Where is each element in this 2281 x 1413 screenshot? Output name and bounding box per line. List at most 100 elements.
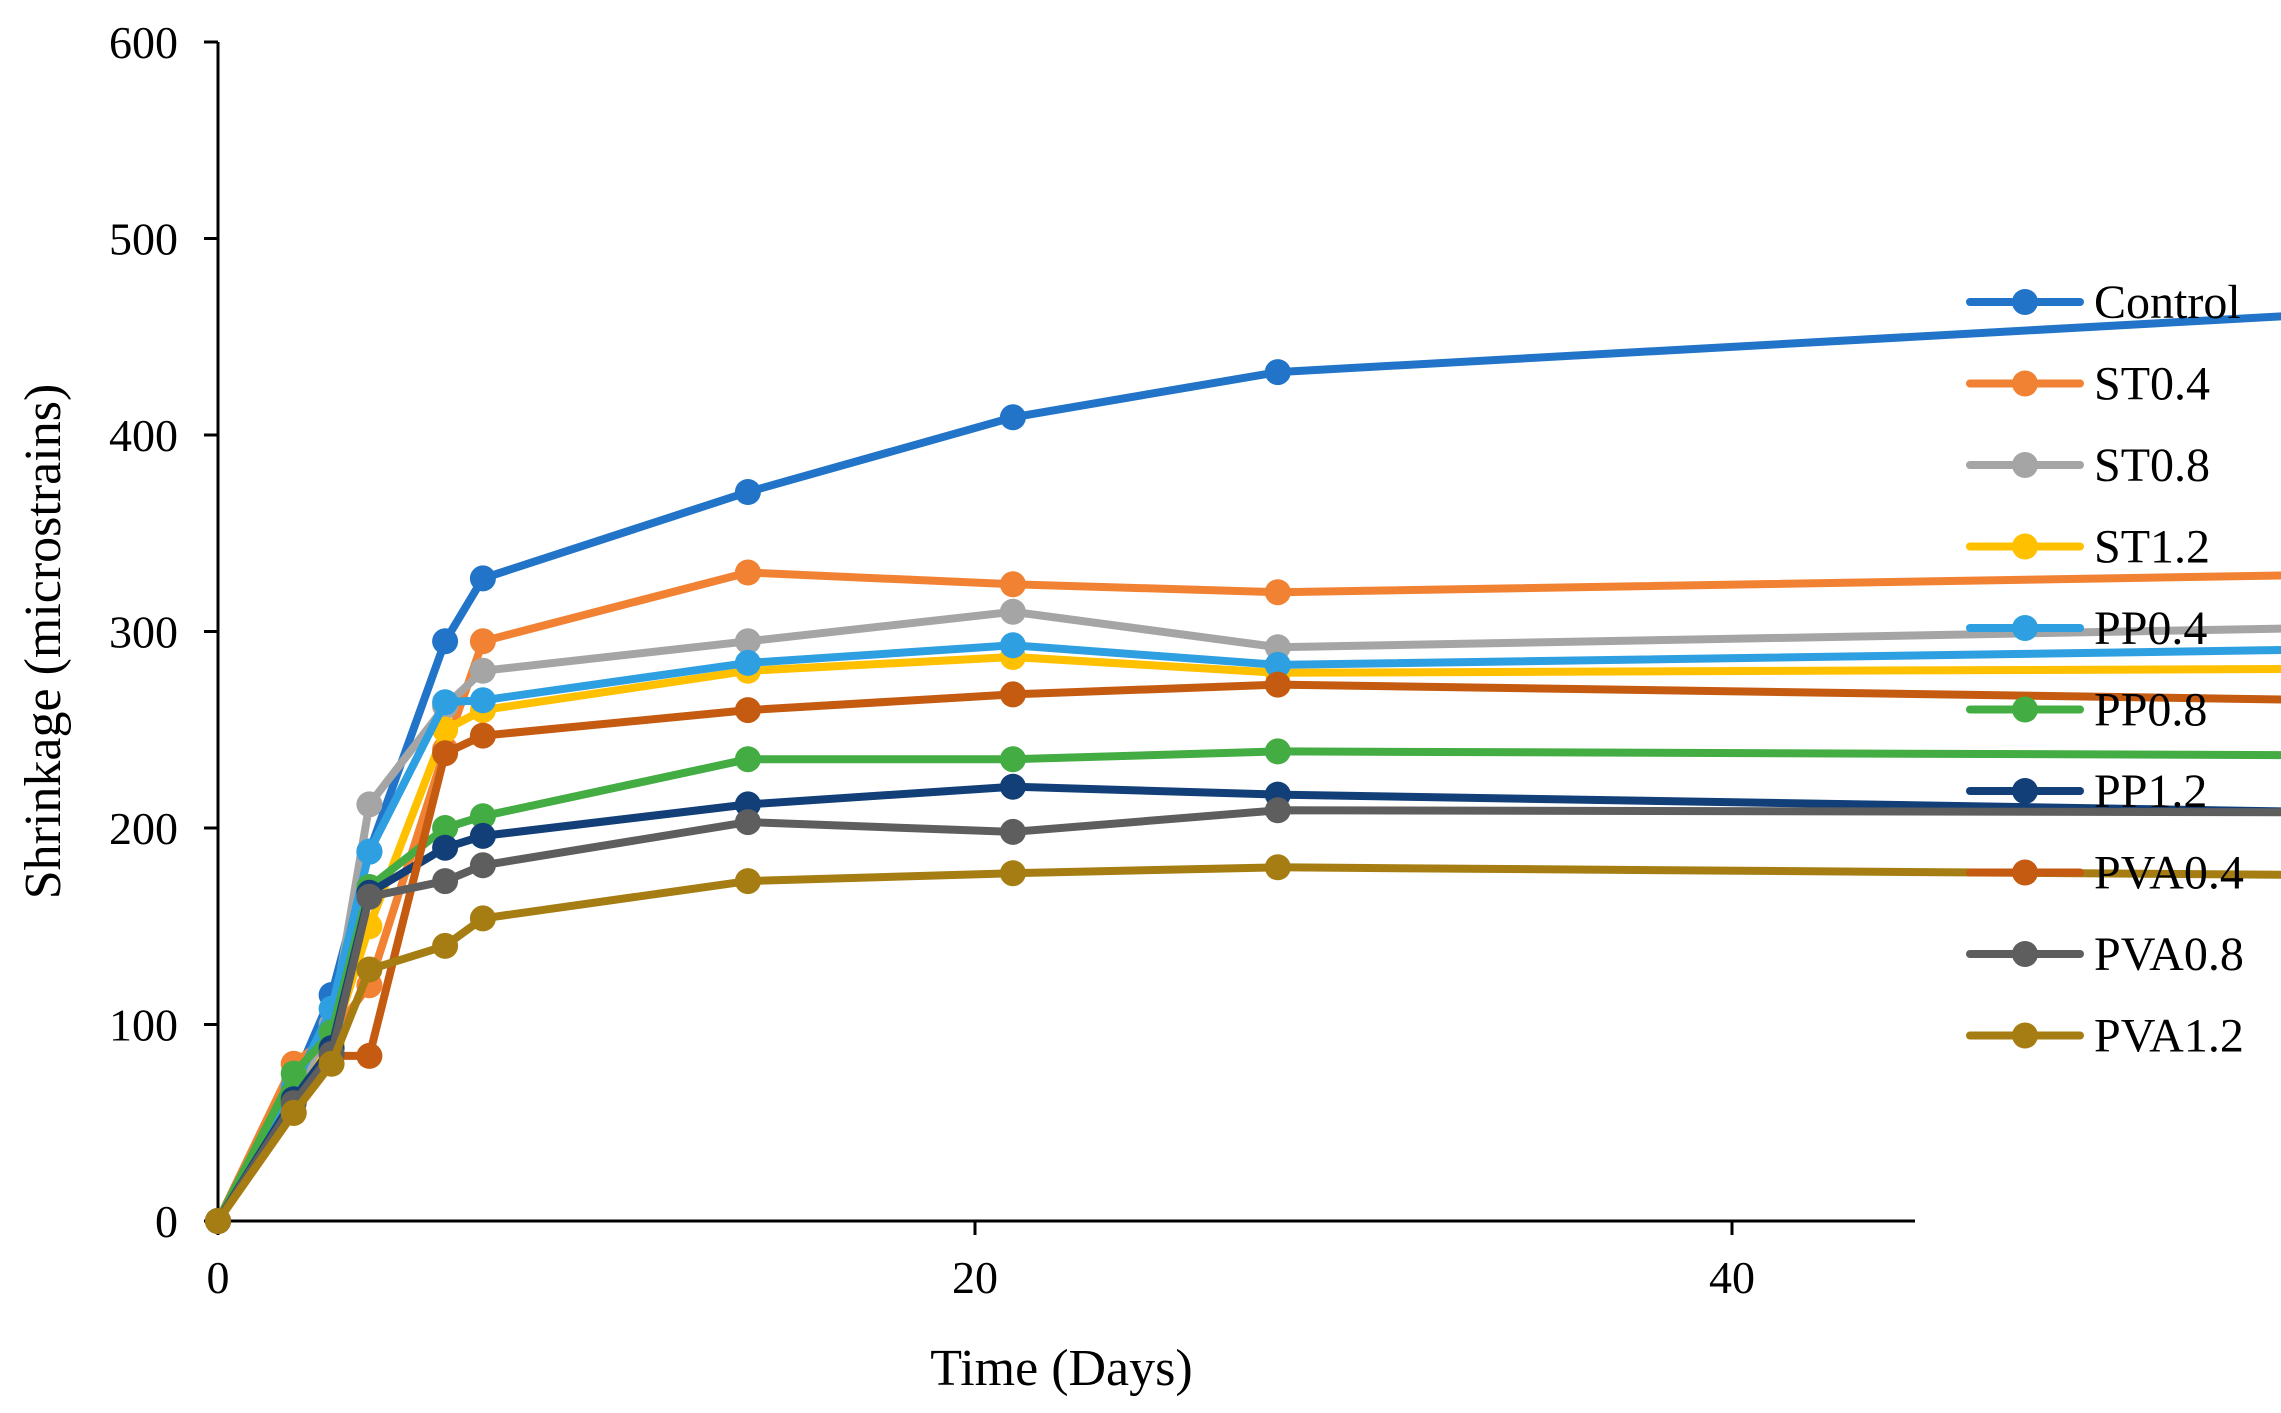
legend-marker	[2012, 370, 2038, 397]
series-line-ST1.2	[214, 653, 2281, 1225]
y-axis-title: Shrinkage (microstrains)	[15, 384, 72, 900]
data-point-PP1.2	[469, 822, 496, 849]
data-point-PVA0.8	[432, 868, 459, 895]
y-tick-label: 400	[109, 410, 178, 461]
x-tick-label: 40	[1709, 1252, 1755, 1303]
x-axis-title: Time (Days)	[930, 1340, 1192, 1397]
legend-marker	[2012, 289, 2038, 315]
data-point-PP0.4	[469, 687, 496, 714]
data-point-ST0.4	[734, 559, 761, 586]
legend-label: ST0.4	[2094, 358, 2210, 411]
legend-item-PP0.8: PP0.8	[1966, 684, 2207, 737]
data-point-PVA1.2	[734, 868, 761, 895]
legend-marker	[2012, 778, 2038, 804]
legend-item-PP0.4: PP0.4	[1966, 602, 2207, 655]
legend-marker	[2012, 859, 2038, 886]
y-tick-label: 500	[109, 214, 178, 265]
data-point-PP0.8	[280, 1060, 307, 1087]
data-point-PP0.4	[1264, 651, 1291, 678]
data-point-PVA1.2	[280, 1099, 307, 1126]
series-line-PP0.4	[214, 641, 2281, 1225]
legend-marker	[2012, 1022, 2038, 1049]
legend-label: PVA0.8	[2094, 928, 2244, 981]
series-PP0.4	[205, 632, 2281, 1234]
legend-item-ST0.4: ST0.4	[1966, 358, 2210, 411]
data-point-PVA0.4	[469, 722, 496, 749]
legend-item-PVA1.2: PVA1.2	[1966, 1010, 2244, 1063]
data-point-PP0.4	[432, 689, 459, 716]
legend-item-Control: Control	[1966, 276, 2241, 329]
data-point-PP0.8	[999, 746, 1026, 773]
data-point-Control	[469, 565, 496, 592]
data-point-PP0.8	[469, 803, 496, 830]
data-point-PP0.4	[999, 632, 1026, 659]
data-point-PVA0.8	[734, 809, 761, 836]
data-point-PP0.8	[1264, 738, 1291, 765]
data-point-ST0.4	[469, 628, 496, 655]
data-point-PP1.2	[999, 773, 1026, 800]
data-point-ST0.8	[999, 598, 1026, 625]
x-tick-label: 20	[952, 1252, 998, 1303]
data-point-ST0.4	[1264, 579, 1291, 606]
data-point-PVA0.8	[999, 818, 1026, 845]
data-point-PVA1.2	[205, 1208, 231, 1234]
series-PVA1.2	[205, 854, 2281, 1234]
legend-marker	[2012, 696, 2038, 723]
y-tick-label: 300	[109, 607, 178, 658]
axes: 0100200300400500600020406080Time (Days)S…	[15, 17, 1915, 1397]
data-point-PP0.4	[734, 649, 761, 676]
data-point-PVA1.2	[469, 905, 496, 932]
legend-label: PVA1.2	[2094, 1010, 2244, 1063]
legend: Control ST0.4 ST0.8 ST1.2 PP0.4 PP0.8 PP1.2 PVA…	[1966, 276, 2244, 1063]
y-tick-label: 100	[109, 1000, 178, 1051]
data-point-PVA0.4	[1264, 671, 1291, 698]
y-tick-label: 600	[109, 17, 178, 68]
legend-marker	[2012, 533, 2038, 560]
series-PP1.2	[205, 773, 2281, 1234]
legend-label: ST0.8	[2094, 439, 2210, 492]
data-point-ST0.8	[469, 657, 496, 684]
data-point-PVA0.4	[999, 681, 1026, 708]
y-tick-label: 200	[109, 803, 178, 854]
legend-item-PVA0.4: PVA0.4	[1966, 847, 2244, 900]
legend-label: PP1.2	[2094, 765, 2207, 818]
data-point-PVA0.8	[1264, 797, 1291, 824]
data-point-PVA1.2	[999, 860, 1026, 887]
data-point-PP0.4	[356, 838, 383, 865]
legend-label: ST1.2	[2094, 521, 2210, 574]
legend-label: PP0.8	[2094, 684, 2207, 737]
series-layer	[205, 312, 2281, 1234]
data-point-PP1.2	[432, 834, 459, 861]
data-point-Control	[1264, 359, 1291, 386]
data-point-Control	[999, 404, 1026, 431]
data-point-PP0.8	[734, 746, 761, 773]
data-point-PVA1.2	[318, 1050, 345, 1077]
y-tick-label: 0	[155, 1196, 178, 1247]
data-point-PVA1.2	[432, 932, 459, 959]
series-line-PVA1.2	[214, 863, 2281, 1225]
data-point-PVA0.4	[734, 697, 761, 724]
legend-item-ST0.8: ST0.8	[1966, 439, 2210, 492]
legend-item-PP1.2: PP1.2	[1966, 765, 2207, 818]
legend-item-PVA0.8: PVA0.8	[1966, 928, 2244, 981]
legend-marker	[2012, 452, 2038, 478]
legend-label: PP0.4	[2094, 602, 2207, 655]
data-point-PVA1.2	[1264, 854, 1291, 881]
data-point-PVA0.4	[356, 1042, 383, 1069]
data-point-ST0.8	[734, 628, 761, 655]
legend-marker	[2012, 615, 2038, 641]
data-point-PP0.8	[432, 815, 459, 841]
legend-label: Control	[2094, 276, 2241, 329]
legend-marker	[2012, 941, 2038, 967]
data-point-PVA0.8	[356, 883, 383, 910]
series-Control	[205, 312, 2281, 1234]
data-point-PVA1.2	[356, 956, 383, 983]
data-point-PVA0.8	[469, 852, 496, 879]
series-PVA0.8	[205, 797, 2281, 1234]
data-point-Control	[432, 628, 459, 655]
data-point-ST0.4	[999, 571, 1026, 598]
x-tick-label: 0	[207, 1252, 230, 1303]
legend-item-ST1.2: ST1.2	[1966, 521, 2210, 574]
